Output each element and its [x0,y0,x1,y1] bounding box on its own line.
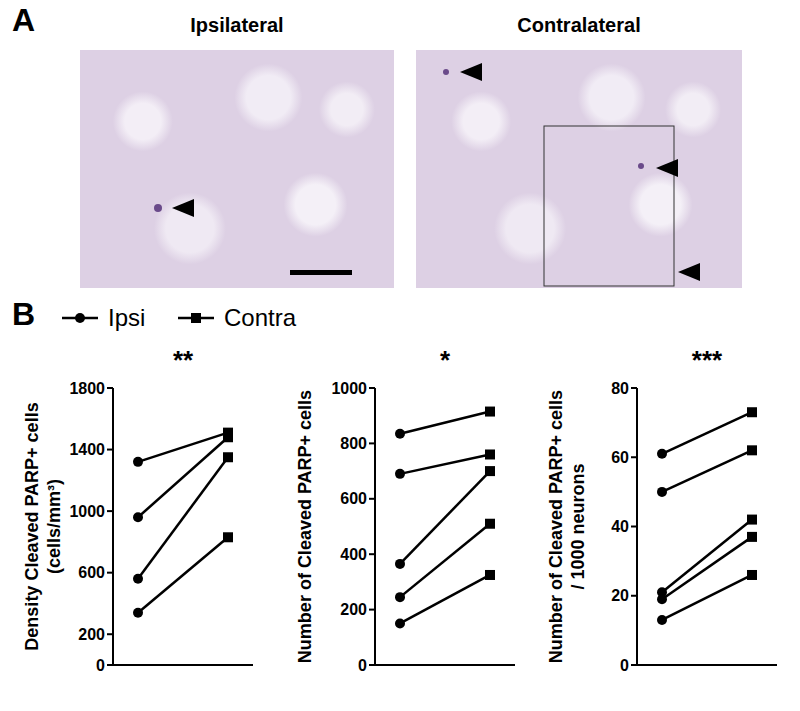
svg-text:0: 0 [620,657,629,674]
svg-text:Number of Cleaved PARP+ cells: Number of Cleaved PARP+ cells [295,390,315,663]
svg-text:600: 600 [340,490,367,507]
html-text:Ipsilateral: Ipsilateral [190,14,284,36]
svg-text:Ipsi: Ipsi [108,304,145,331]
html-text:Contralateral: Contralateral [517,14,641,36]
html-text:B: B [12,296,36,332]
svg-text:40: 40 [611,518,629,535]
svg-text:60: 60 [611,449,629,466]
svg-text:80: 80 [611,380,629,397]
svg-text:Contra: Contra [224,304,297,331]
svg-text:800: 800 [340,435,367,452]
svg-text:Number of Cleaved PARP+ cells/: Number of Cleaved PARP+ cells/ 1000 neur… [546,390,588,663]
html-text:A: A [12,2,36,38]
svg-text:600: 600 [78,564,105,581]
svg-text:0: 0 [358,657,367,674]
svg-text:1800: 1800 [69,380,105,397]
svg-text:0: 0 [96,657,105,674]
svg-text:Density Cleaved PARP+ cells(ce: Density Cleaved PARP+ cells(cells/mm³) [22,402,64,650]
svg-text:20: 20 [611,587,629,604]
svg-text:1000: 1000 [69,503,105,520]
svg-text:1400: 1400 [69,441,105,458]
svg-text:200: 200 [340,601,367,618]
svg-text:1000: 1000 [331,380,367,397]
svg-text:200: 200 [78,626,105,643]
svg-text:400: 400 [340,546,367,563]
